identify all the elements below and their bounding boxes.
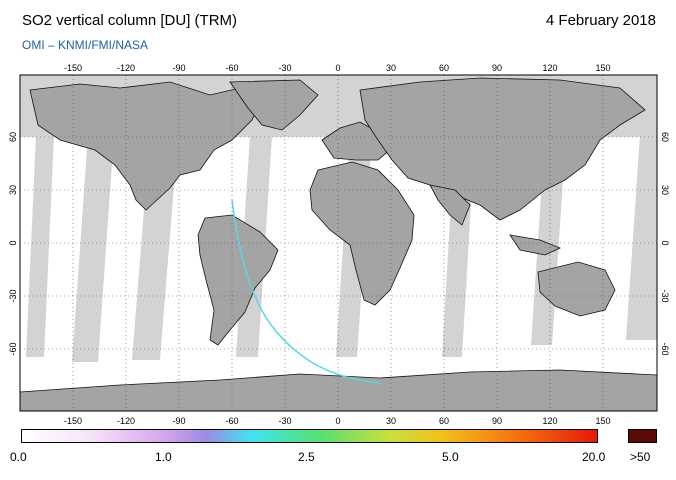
lon-tick-bottom: 150 — [595, 416, 611, 426]
map-date: 4 February 2018 — [545, 12, 656, 29]
lat-tick-right: -60 — [660, 342, 670, 356]
lon-tick-bottom: 120 — [542, 416, 558, 426]
map-credits: OMI – KNMI/FMI/NASA — [22, 38, 149, 52]
colorbar-label: 0.0 — [10, 450, 27, 464]
lon-tick-top: -60 — [225, 63, 239, 73]
lon-tick-top: 90 — [491, 63, 502, 73]
colorbar-label-over: >50 — [630, 450, 651, 464]
lon-tick-bottom: -30 — [278, 416, 292, 426]
antarctica — [20, 369, 657, 411]
lat-tick-right: -30 — [660, 289, 670, 303]
lon-tick-top: 120 — [542, 63, 558, 73]
lat-tick-right: 0 — [660, 240, 670, 246]
lon-tick-bottom: 60 — [438, 416, 449, 426]
lon-tick-top: -90 — [172, 63, 186, 73]
lon-tick-bottom: 0 — [335, 416, 341, 426]
map-frame — [19, 74, 658, 412]
lat-tick-left: 60 — [8, 132, 18, 143]
colorbar-overflow-swatch — [628, 429, 657, 443]
so2-plume-trace — [231, 199, 381, 384]
lat-tick-left: -30 — [8, 289, 18, 303]
orbit-gap — [26, 135, 54, 357]
graticule — [20, 75, 657, 411]
indonesia — [509, 234, 562, 256]
lat-tick-right: 60 — [660, 131, 670, 142]
land-masses — [20, 77, 657, 411]
colorbar-label: 20.0 — [582, 450, 606, 464]
lat-tick-left: 30 — [8, 185, 18, 196]
lon-tick-bottom: -90 — [172, 416, 186, 426]
africa — [309, 161, 415, 306]
south-america — [197, 214, 279, 346]
lon-tick-top: 30 — [385, 63, 396, 73]
orbit-gap — [531, 135, 566, 345]
lon-tick-top: -120 — [116, 63, 135, 73]
colorbar-label: 5.0 — [442, 450, 459, 464]
lat-tick-left: -60 — [8, 342, 18, 356]
lon-tick-top: -30 — [278, 63, 292, 73]
map-title: SO2 vertical column [DU] (TRM) — [22, 12, 238, 29]
colorbar-label: 2.5 — [298, 450, 315, 464]
lon-tick-top: 0 — [335, 63, 341, 73]
lon-tick-top: 60 — [438, 63, 449, 73]
lon-tick-top: 150 — [595, 63, 611, 73]
colorbar — [21, 429, 598, 443]
orbit-gap — [72, 135, 114, 362]
lon-tick-top: -150 — [63, 63, 82, 73]
australia — [537, 261, 616, 317]
lon-tick-bottom: 90 — [491, 416, 502, 426]
lon-tick-bottom: -150 — [63, 416, 82, 426]
greenland — [229, 79, 319, 131]
lon-tick-bottom: -60 — [225, 416, 239, 426]
lon-tick-bottom: -120 — [116, 416, 135, 426]
india — [429, 184, 471, 226]
lat-tick-left: 0 — [8, 240, 18, 246]
colorbar-label: 1.0 — [155, 450, 172, 464]
orbit-gap — [626, 135, 657, 340]
lat-tick-right: 30 — [660, 184, 670, 195]
lon-tick-bottom: 30 — [385, 416, 396, 426]
north-america — [29, 81, 263, 211]
